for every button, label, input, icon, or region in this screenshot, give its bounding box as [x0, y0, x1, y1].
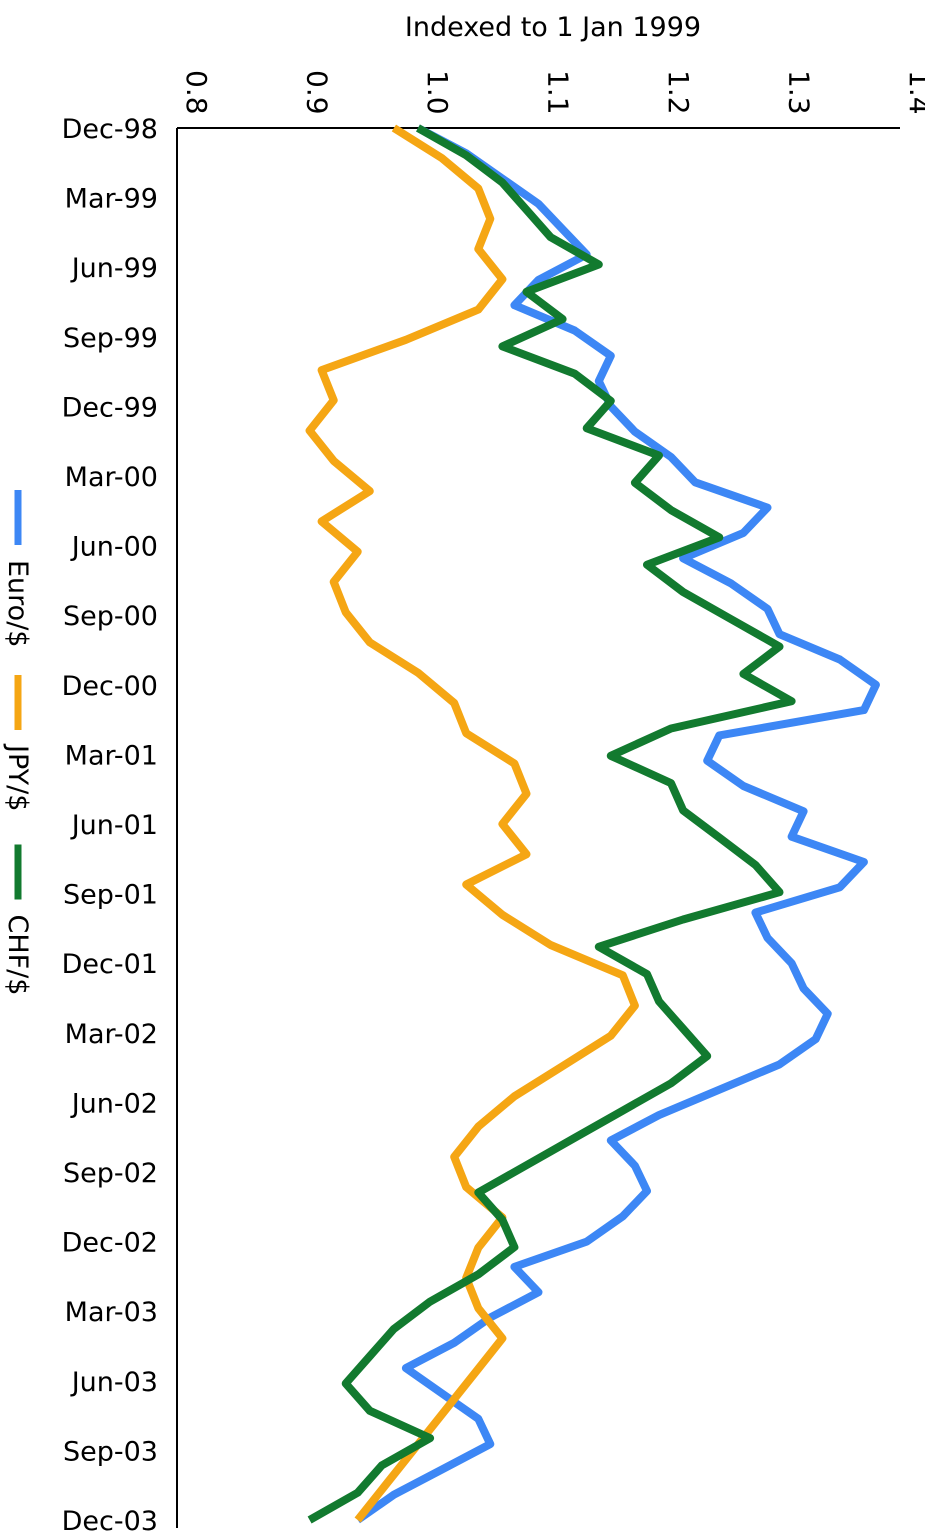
- date-tick-label: Jun-00: [70, 532, 158, 563]
- date-tick-label: Dec-99: [62, 392, 158, 423]
- date-tick-label: Jun-01: [70, 810, 158, 841]
- date-tick-label: Jun-99: [70, 253, 158, 284]
- value-tick-label: 1.3: [783, 70, 816, 115]
- date-tick-label: Mar-02: [65, 1019, 158, 1050]
- value-tick-label: 0.8: [180, 70, 213, 115]
- date-tick-label: Mar-03: [65, 1297, 158, 1328]
- value-tick-label: 1.2: [662, 70, 695, 115]
- value-axis-title: Indexed to 1 Jan 1999: [405, 12, 701, 43]
- date-tick-label: Mar-99: [65, 184, 158, 215]
- legend-label: Euro/$: [2, 560, 33, 647]
- date-axis-ticks: Dec-98 Mar-99 Jun-99 Sep-99 Dec-99 Mar-00 Jun-…: [62, 114, 158, 1533]
- date-tick-label: Sep-03: [63, 1436, 158, 1467]
- date-tick-label: Mar-01: [65, 740, 158, 771]
- value-axis-ticks: 0.8 0.9 1.0 1.1 1.2 1.3 1.4: [180, 70, 925, 115]
- date-tick-label: Dec-00: [62, 671, 158, 702]
- series-line-1: [355, 124, 880, 1524]
- date-tick-label: Sep-00: [63, 601, 158, 632]
- legend-label: JPY/$: [2, 743, 33, 811]
- date-tick-label: Dec-98: [62, 114, 158, 145]
- series-line-2: [305, 124, 639, 1523]
- date-tick-label: Dec-01: [62, 949, 158, 980]
- date-tick-label: Sep-02: [63, 1158, 158, 1189]
- date-tick-label: Sep-01: [63, 880, 158, 911]
- value-tick-label: 1.1: [542, 70, 575, 115]
- date-tick-label: Jun-02: [70, 1088, 158, 1119]
- date-tick-label: Jun-03: [70, 1367, 158, 1398]
- value-tick-label: 1.0: [421, 70, 454, 115]
- value-tick-label: 0.9: [301, 70, 334, 115]
- date-tick-label: Dec-03: [62, 1506, 158, 1533]
- date-tick-label: Dec-02: [62, 1228, 158, 1259]
- legend: Euro/$ JPY/$ CHF/$: [2, 490, 33, 995]
- date-tick-label: Mar-00: [65, 462, 158, 493]
- value-tick-label: 1.4: [903, 70, 925, 115]
- series-line-3: [307, 124, 796, 1524]
- series-lines: [305, 124, 880, 1524]
- date-tick-label: Sep-99: [63, 323, 158, 354]
- legend-label: CHF/$: [2, 915, 33, 996]
